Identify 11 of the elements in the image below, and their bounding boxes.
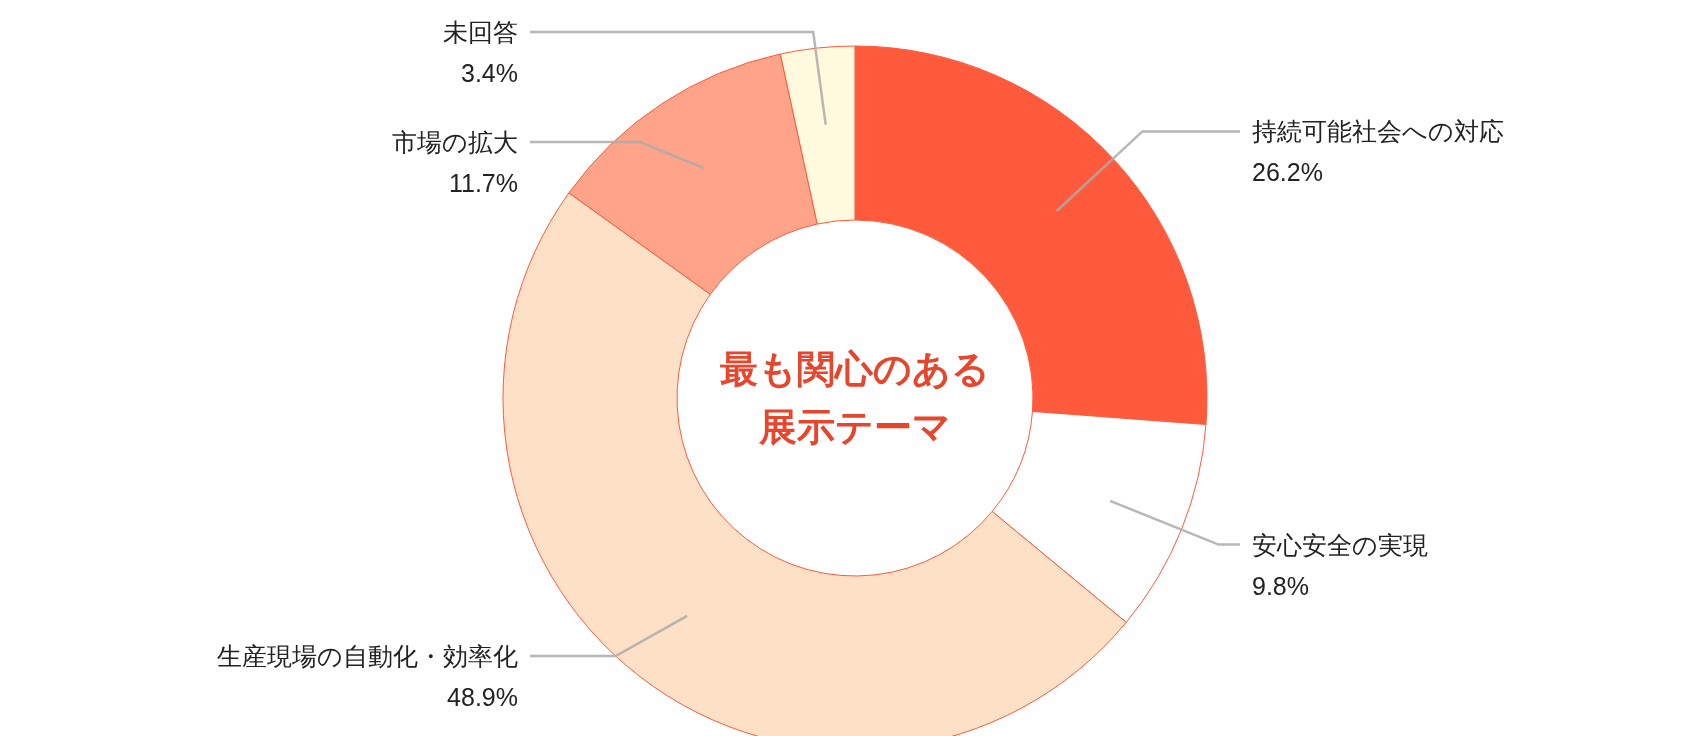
data-label: 26.2% [1252, 158, 1323, 187]
data-label: 11.7% [448, 169, 518, 197]
data-label: 48.9% [447, 683, 518, 711]
slice-label: 安心安全の実現 [1252, 530, 1428, 559]
slice-label: 未回答 [443, 18, 518, 46]
slice-label: 市場の拡大 [392, 128, 518, 156]
data-label: 3.4% [461, 59, 518, 87]
data-label: 9.8% [1252, 571, 1309, 600]
text: 最も関心のある展示テーマ [720, 348, 990, 448]
slice-label: 生産現場の自動化・効率化 [217, 642, 518, 670]
slice-label: 持続可能社会への対応 [1252, 117, 1504, 146]
